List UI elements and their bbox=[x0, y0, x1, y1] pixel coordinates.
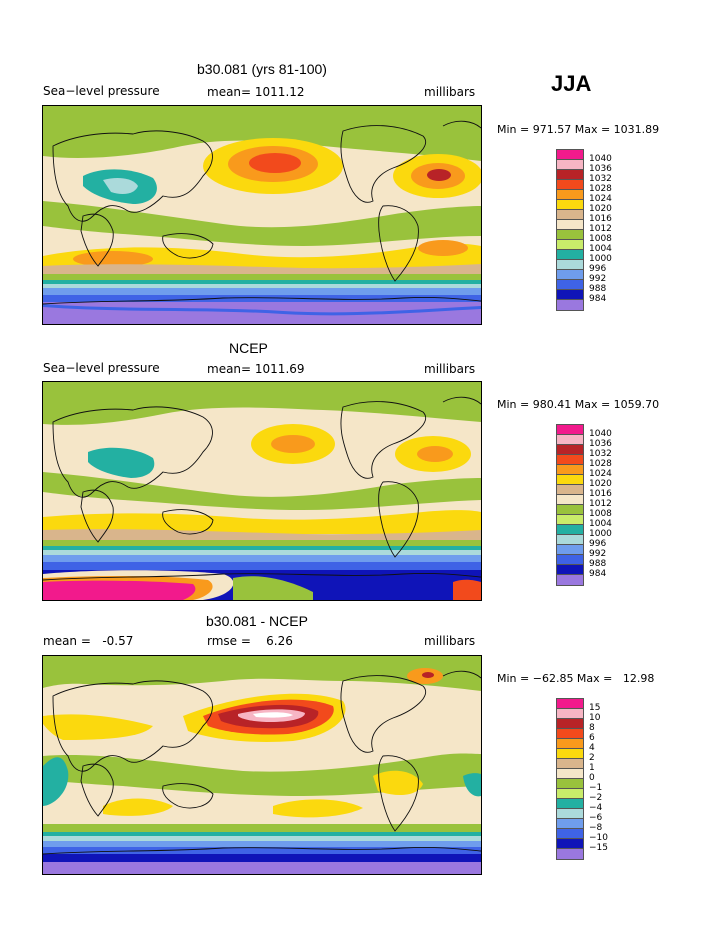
panel-3-mean-label: mean = -0.57 bbox=[43, 634, 134, 648]
panel-3-title: b30.081 - NCEP bbox=[206, 613, 308, 629]
legend-label: 1020 bbox=[589, 479, 612, 489]
legend-swatch bbox=[556, 299, 584, 311]
panel-3-rmse-label: rmse = 6.26 bbox=[207, 634, 293, 648]
legend-label: −4 bbox=[589, 803, 603, 813]
panel-2-minmax: Min = 980.41 Max = 1059.70 bbox=[497, 398, 660, 411]
panel-2-units-label: millibars bbox=[424, 362, 476, 376]
legend-label: 1000 bbox=[589, 254, 612, 264]
panel-2-map bbox=[42, 381, 482, 601]
legend-label: 1032 bbox=[589, 174, 612, 184]
legend-label: 1016 bbox=[589, 214, 612, 224]
legend-label: 4 bbox=[589, 743, 595, 753]
legend-label: −15 bbox=[589, 843, 608, 853]
season-label: JJA bbox=[551, 71, 592, 96]
panel-2-map-graphic bbox=[43, 382, 481, 600]
legend-label: 1024 bbox=[589, 469, 612, 479]
legend-label: −8 bbox=[589, 823, 603, 833]
panel-3-map bbox=[42, 655, 482, 875]
legend-label: 1004 bbox=[589, 244, 612, 254]
panel-1-mean-label: mean= 1011.12 bbox=[207, 85, 305, 99]
legend-label: 1036 bbox=[589, 439, 612, 449]
legend-label: 1028 bbox=[589, 184, 612, 194]
legend-label: 1004 bbox=[589, 519, 612, 529]
legend-label: −6 bbox=[589, 813, 603, 823]
legend-label: 1000 bbox=[589, 529, 612, 539]
legend-label: 1020 bbox=[589, 204, 612, 214]
legend-label: 996 bbox=[589, 539, 607, 549]
legend-label: 992 bbox=[589, 549, 607, 559]
legend-label: 1028 bbox=[589, 459, 612, 469]
legend-label: 1032 bbox=[589, 449, 612, 459]
legend-label: 988 bbox=[589, 559, 607, 569]
panel-2-variable-label: Sea−level pressure bbox=[43, 361, 160, 375]
legend-label: 1016 bbox=[589, 489, 612, 499]
legend-label: 10 bbox=[589, 713, 601, 723]
legend-swatch bbox=[556, 574, 584, 586]
legend-label: 984 bbox=[589, 294, 607, 304]
panel-2-mean-label: mean= 1011.69 bbox=[207, 362, 305, 376]
panel-1-units-label: millibars bbox=[424, 85, 476, 99]
legend-label: −10 bbox=[589, 833, 608, 843]
panel-3-legend: 15 10 8 6 4 2 1 0 −1 −2 −4 −6 −8 −10 −15 bbox=[556, 698, 636, 873]
legend-label: 1008 bbox=[589, 234, 612, 244]
panel-1-title: b30.081 (yrs 81-100) bbox=[197, 61, 327, 77]
legend-label: 988 bbox=[589, 284, 607, 294]
legend-label: 0 bbox=[589, 773, 595, 783]
legend-swatch bbox=[556, 848, 584, 860]
legend-label: 1 bbox=[589, 763, 595, 773]
legend-label: 992 bbox=[589, 274, 607, 284]
panel-2-legend: 1040 1036 1032 1028 1024 1020 1016 1012 … bbox=[556, 424, 636, 599]
panel-1-map bbox=[42, 105, 482, 325]
legend-label: 8 bbox=[589, 723, 595, 733]
panel-3-units-label: millibars bbox=[424, 634, 476, 648]
legend-label: 1012 bbox=[589, 224, 612, 234]
panel-3-minmax: Min = −62.85 Max = 12.98 bbox=[497, 672, 655, 685]
legend-label: 1036 bbox=[589, 164, 612, 174]
panel-3-map-graphic bbox=[43, 656, 481, 874]
panel-1-minmax: Min = 971.57 Max = 1031.89 bbox=[497, 123, 660, 136]
legend-label: −1 bbox=[589, 783, 603, 793]
legend-label: 1024 bbox=[589, 194, 612, 204]
legend-label: 1008 bbox=[589, 509, 612, 519]
legend-label: 6 bbox=[589, 733, 595, 743]
panel-1-variable-label: Sea−level pressure bbox=[43, 84, 160, 98]
panel-2-title: NCEP bbox=[229, 340, 268, 356]
legend-label: 2 bbox=[589, 753, 595, 763]
panel-1-legend: 1040 1036 1032 1028 1024 1020 1016 1012 … bbox=[556, 149, 636, 324]
legend-label: 1040 bbox=[589, 429, 612, 439]
panel-1-map-graphic bbox=[43, 106, 481, 324]
legend-label: 996 bbox=[589, 264, 607, 274]
legend-label: 984 bbox=[589, 569, 607, 579]
legend-label: 15 bbox=[589, 703, 601, 713]
legend-label: 1012 bbox=[589, 499, 612, 509]
legend-label: −2 bbox=[589, 793, 603, 803]
legend-label: 1040 bbox=[589, 154, 612, 164]
